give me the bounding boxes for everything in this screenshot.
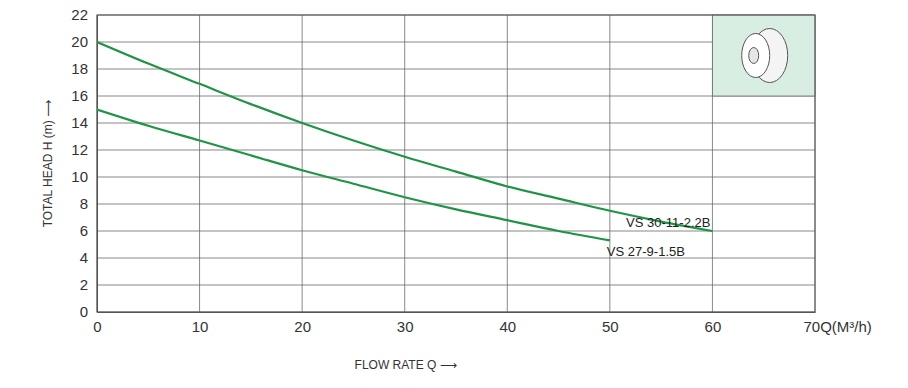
grid-line-y xyxy=(97,150,815,151)
y-tick: 2 xyxy=(80,276,97,293)
y-tick-label: 12 xyxy=(71,141,88,158)
x-tick: 20 xyxy=(294,312,311,335)
y-tick: 22 xyxy=(71,6,97,23)
y-tick: 0 xyxy=(80,303,97,320)
y-tick-label: 4 xyxy=(80,249,88,266)
x-tick-label: 50 xyxy=(602,318,619,335)
y-tick-label: 2 xyxy=(80,276,88,293)
x-tick: 70Q(M³/h) xyxy=(804,312,872,335)
y-axis: 0 2 4 6 8 10 12 14 16 18 20 22 xyxy=(71,6,97,320)
x-tick: 0 xyxy=(93,312,101,335)
y-tick-label: 22 xyxy=(71,6,88,23)
grid-line-y xyxy=(97,177,815,178)
icon-face xyxy=(742,34,770,78)
grid-line-x xyxy=(404,15,405,312)
icon-hub xyxy=(749,48,759,64)
y-tick: 4 xyxy=(80,249,97,266)
x-tick-label: 30 xyxy=(397,318,414,335)
series-label: VS 30-11-2.2B xyxy=(626,215,710,230)
y-tick: 12 xyxy=(71,141,97,158)
impeller-icon xyxy=(712,15,815,96)
x-axis-line xyxy=(98,312,816,313)
y-tick: 8 xyxy=(80,195,97,212)
y-axis-line xyxy=(97,16,98,313)
grid-line-y xyxy=(97,204,815,205)
x-tick-label: 70Q(M³/h) xyxy=(804,318,872,335)
grid-line-y xyxy=(97,69,815,70)
y-tick: 18 xyxy=(71,60,97,77)
grid-line-y xyxy=(97,123,815,124)
y-tick: 14 xyxy=(71,114,97,131)
series-labels: VS 30-11-2.2B VS 27-9-1.5B xyxy=(607,215,711,259)
grid-line-y xyxy=(97,42,815,43)
y-tick-label: 16 xyxy=(71,87,88,104)
x-tick: 40 xyxy=(499,312,516,335)
x-tick: 60 xyxy=(705,312,722,335)
grid-line-x xyxy=(199,15,200,312)
x-tick: 50 xyxy=(602,312,619,335)
y-tick-label: 14 xyxy=(71,114,88,131)
grid-line-y xyxy=(97,96,815,97)
grid-line-x xyxy=(302,15,303,312)
x-tick-label: 20 xyxy=(294,318,311,335)
y-tick-label: 0 xyxy=(80,303,88,320)
x-tick-label: 40 xyxy=(499,318,516,335)
frame xyxy=(97,15,815,312)
y-axis-title: TOTAL HEAD H (m) ⟶ xyxy=(41,100,55,228)
x-tick: 30 xyxy=(397,312,414,335)
x-tick: 10 xyxy=(192,312,209,335)
series-label: VS 27-9-1.5B xyxy=(607,244,685,259)
y-tick-label: 10 xyxy=(71,168,88,185)
grid-line-y xyxy=(97,285,815,286)
x-tick-label: 0 xyxy=(93,318,101,335)
grid-line-x xyxy=(609,15,610,312)
x-axis: 0 10 20 30 40 50 60 70Q(M³/h) xyxy=(93,312,872,335)
y-tick-label: 18 xyxy=(71,60,88,77)
grid xyxy=(97,15,815,312)
y-tick: 20 xyxy=(71,33,97,50)
plot: 0 10 20 30 40 50 60 70Q(M³/h) 0 2 4 6 8 10 12 14 16 18 20 2… xyxy=(71,6,872,334)
series-line xyxy=(97,110,610,241)
y-tick-label: 20 xyxy=(71,33,88,50)
icon-box xyxy=(712,15,815,96)
x-tick-label: 10 xyxy=(192,318,209,335)
chart: 0 10 20 30 40 50 60 70Q(M³/h) 0 2 4 6 8 10 12 14 16 18 20 2… xyxy=(0,0,908,388)
y-tick-label: 6 xyxy=(80,222,88,239)
x-tick-label: 60 xyxy=(705,318,722,335)
y-tick-label: 8 xyxy=(80,195,88,212)
x-axis-title: FLOW RATE Q ⟶ xyxy=(355,358,457,372)
lines xyxy=(97,42,712,240)
y-tick: 6 xyxy=(80,222,97,239)
grid-line-y xyxy=(97,258,815,259)
y-tick: 10 xyxy=(71,168,97,185)
grid-line-x xyxy=(507,15,508,312)
y-tick: 16 xyxy=(71,87,97,104)
